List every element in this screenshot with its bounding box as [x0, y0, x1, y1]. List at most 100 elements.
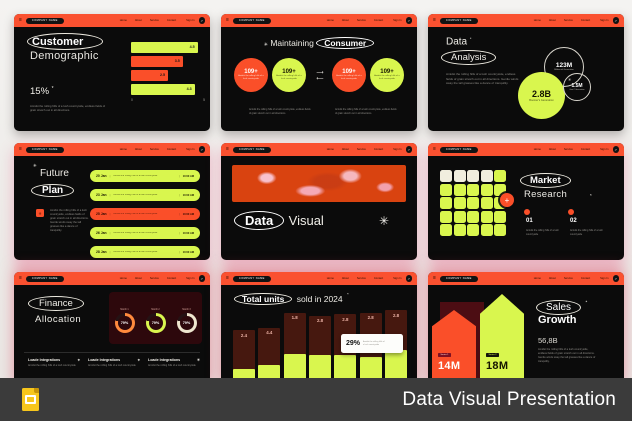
- asterisk: ✳: [263, 42, 268, 48]
- slide-navbar: ≡ COMPANY NAME Home About Service Contac…: [428, 143, 624, 156]
- nav-item-home[interactable]: Home: [326, 277, 334, 280]
- menu-icon[interactable]: ≡: [19, 17, 22, 23]
- arrow-circle-icon[interactable]: ↗: [612, 275, 619, 282]
- nav-item-service[interactable]: Service: [563, 277, 573, 280]
- nav-item-about[interactable]: About: [341, 277, 349, 280]
- menu-icon[interactable]: ≡: [226, 17, 229, 23]
- plus-button[interactable]: +: [500, 193, 514, 207]
- nav-item-contact[interactable]: Contact: [166, 19, 177, 22]
- signin-link[interactable]: Sign In: [186, 277, 195, 280]
- menu-icon[interactable]: ≡: [19, 146, 22, 152]
- nav-links: Home About Service Contact: [120, 277, 176, 280]
- schedule-row[interactable]: 28 Jan | Amidst the rolling hills of a lus…: [90, 246, 200, 258]
- slide-title: Customer: [32, 36, 84, 48]
- schedule-row[interactable]: 20 Jan | Amidst the rolling hills of a lus…: [90, 170, 200, 182]
- slide-cover-data-visual[interactable]: ≡ COMPANY NAME Home About Service Contac…: [221, 143, 417, 260]
- slide-finance-allocation[interactable]: ≡ COMPANY NAME Home About Service Contac…: [14, 272, 210, 389]
- nav-item-service[interactable]: Service: [149, 277, 159, 280]
- slide-market-research[interactable]: ≡ COMPANY NAME Home About Service Contac…: [428, 143, 624, 260]
- bar: 4.3: [131, 84, 195, 95]
- nav-item-home[interactable]: Home: [119, 148, 127, 151]
- nav-item-service[interactable]: Service: [149, 148, 159, 151]
- arrow-circle-icon[interactable]: ↗: [612, 146, 619, 153]
- slide-title: Market: [520, 173, 571, 188]
- slide-subtitle: Allocation: [35, 314, 82, 325]
- nav-item-home[interactable]: Home: [533, 148, 541, 151]
- signin-link[interactable]: Sign In: [600, 277, 609, 280]
- nav-item-home[interactable]: Home: [533, 19, 541, 22]
- signin-link[interactable]: Sign In: [393, 19, 402, 22]
- signin-link[interactable]: Sign In: [393, 277, 402, 280]
- nav-item-home[interactable]: Home: [119, 19, 127, 22]
- signin-link[interactable]: Sign In: [186, 19, 195, 22]
- footer-bar: Data Visual Presentation: [0, 378, 632, 421]
- slide-total-units[interactable]: ≡ COMPANY NAME Home About Service Contac…: [221, 272, 417, 389]
- nav-item-contact[interactable]: Contact: [166, 277, 177, 280]
- company-name-pill: COMPANY NAME: [232, 146, 271, 153]
- nav-item-contact[interactable]: Contact: [580, 19, 591, 22]
- arrow-circle-icon[interactable]: ↗: [405, 17, 412, 24]
- schedule-row-highlight[interactable]: 25 Jan | Amidst the rolling hills of a lus…: [90, 208, 200, 220]
- nav-item-about[interactable]: About: [341, 148, 349, 151]
- nav-item-contact[interactable]: Contact: [373, 277, 384, 280]
- arrow-circle-icon[interactable]: ↗: [198, 17, 205, 24]
- nav-item-home[interactable]: Home: [326, 19, 334, 22]
- menu-icon[interactable]: ≡: [19, 275, 22, 281]
- nav-item-contact[interactable]: Contact: [580, 277, 591, 280]
- nav-item-about[interactable]: About: [548, 148, 556, 151]
- nav-item-service[interactable]: Service: [356, 148, 366, 151]
- company-name-pill: COMPANY NAME: [439, 17, 478, 24]
- feature-column: Loade Integrations ✳ Amidst the rolling h…: [148, 358, 200, 367]
- nav-item-service[interactable]: Service: [356, 277, 366, 280]
- nav-item-home[interactable]: Home: [326, 148, 334, 151]
- nav-item-service[interactable]: Service: [149, 19, 159, 22]
- nav-item-contact[interactable]: Contact: [580, 148, 591, 151]
- nav-item-service[interactable]: Service: [563, 19, 573, 22]
- slide-title: Total units sold in 2024 *: [234, 289, 349, 307]
- nav-item-about[interactable]: About: [134, 148, 142, 151]
- slide-maintaining-consumer[interactable]: ≡ COMPANY NAME Home About Service Contac…: [221, 14, 417, 131]
- donut-month-2: Month 2 79%: [145, 309, 166, 333]
- nav-item-about[interactable]: About: [134, 277, 142, 280]
- signin-link[interactable]: Sign In: [393, 148, 402, 151]
- nav-item-about[interactable]: About: [341, 19, 349, 22]
- slide-future-plan[interactable]: ≡ COMPANY NAME Home About Service Contac…: [14, 143, 210, 260]
- arrow-circle-icon[interactable]: ↗: [405, 275, 412, 282]
- grid-cell: [494, 210, 507, 223]
- slide-data-analysis[interactable]: ≡ COMPANY NAME Home About Service Contac…: [428, 14, 624, 131]
- nav-item-home[interactable]: Home: [533, 277, 541, 280]
- nav-item-contact[interactable]: Contact: [373, 148, 384, 151]
- nav-item-contact[interactable]: Contact: [166, 148, 177, 151]
- nav-item-about[interactable]: About: [548, 19, 556, 22]
- schedule-row[interactable]: 23 Jan | Amidst the rolling hills of a lus…: [90, 189, 200, 201]
- nav-item-contact[interactable]: Contact: [373, 19, 384, 22]
- signin-link[interactable]: Sign In: [600, 148, 609, 151]
- series-badge: Series 2: [486, 353, 500, 357]
- menu-icon[interactable]: ≡: [433, 17, 436, 23]
- schedule-row[interactable]: 26 Jan | Amidst the rolling hills of a lus…: [90, 227, 200, 239]
- menu-icon[interactable]: ≡: [433, 146, 436, 152]
- grid-cell: [467, 170, 480, 182]
- nav-item-about[interactable]: About: [134, 19, 142, 22]
- arrow-circle-icon[interactable]: ↗: [198, 146, 205, 153]
- menu-icon[interactable]: ≡: [433, 275, 436, 281]
- grid-cell: [467, 224, 480, 237]
- arrow-circle-icon[interactable]: ↗: [198, 275, 205, 282]
- menu-icon[interactable]: ≡: [226, 275, 229, 281]
- slide-customer-demographic[interactable]: ≡ COMPANY NAME Home About Service Contac…: [14, 14, 210, 131]
- arrow-circle-icon[interactable]: ↗: [405, 146, 412, 153]
- nav-item-service[interactable]: Service: [563, 148, 573, 151]
- nav-item-service[interactable]: Service: [356, 19, 366, 22]
- signin-link[interactable]: Sign In: [600, 19, 609, 22]
- nav-item-home[interactable]: Home: [119, 277, 127, 280]
- menu-icon[interactable]: ≡: [226, 146, 229, 152]
- bar-label-group: Series 1 14M: [438, 342, 460, 372]
- numbered-item-01: 01 Amidst the rolling hills of a lush co…: [524, 209, 564, 236]
- slide-sales-growth[interactable]: ≡ COMPANY NAME Home About Service Contac…: [428, 272, 624, 389]
- slide-title: Data *: [446, 36, 472, 48]
- nav-item-about[interactable]: About: [548, 277, 556, 280]
- signin-link[interactable]: Sign In: [186, 148, 195, 151]
- arrow-circle-icon[interactable]: ↗: [612, 17, 619, 24]
- series-badge: Series 1: [438, 353, 452, 357]
